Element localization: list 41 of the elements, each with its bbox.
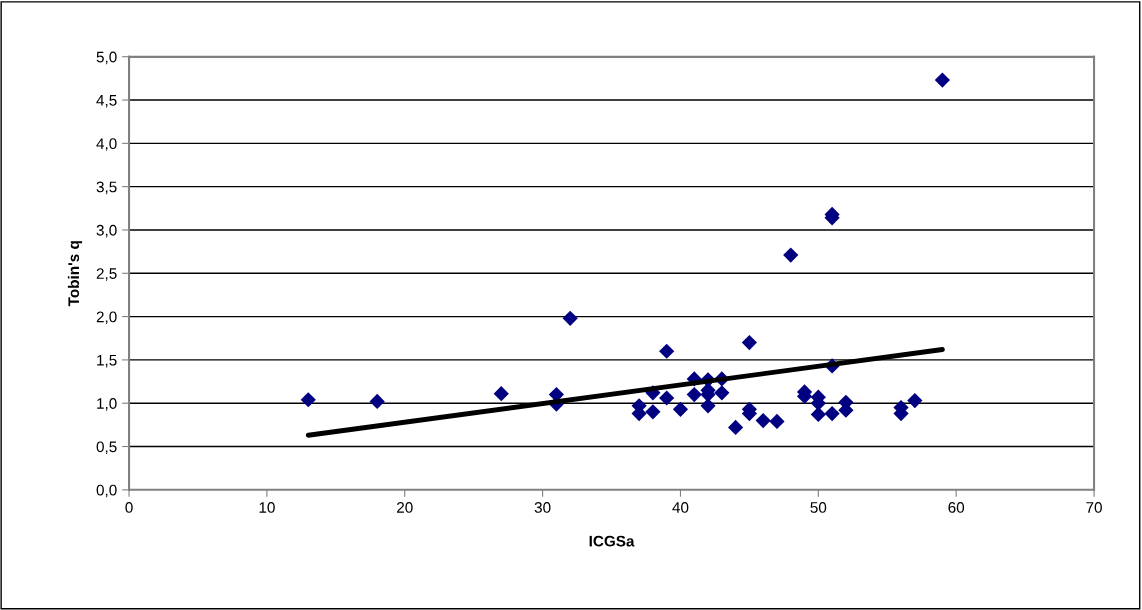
y-tick-label: 1,0 bbox=[97, 398, 117, 411]
point bbox=[645, 404, 661, 420]
point bbox=[369, 393, 385, 410]
point bbox=[741, 334, 757, 351]
x-tick-label: 30 bbox=[534, 502, 551, 513]
point bbox=[755, 412, 771, 429]
y-tick-label: 3,0 bbox=[96, 224, 117, 238]
y-tick-label: 1,5 bbox=[97, 354, 117, 368]
point bbox=[769, 413, 785, 430]
y-tick-label: 3,5 bbox=[96, 181, 117, 195]
point bbox=[810, 406, 826, 423]
x-tick-label: 50 bbox=[810, 502, 827, 513]
x-tick-label: 20 bbox=[397, 502, 413, 513]
point bbox=[783, 247, 799, 263]
x-tick-label: 70 bbox=[1086, 502, 1102, 513]
x-tick-label: 40 bbox=[672, 502, 689, 513]
x-tick-label: 0 bbox=[125, 502, 133, 513]
point bbox=[672, 401, 689, 417]
y-tick-label: 5,0 bbox=[96, 51, 117, 65]
y-tick-label: 0,5 bbox=[96, 441, 117, 455]
x-tick-label: 60 bbox=[948, 502, 965, 513]
point bbox=[728, 419, 744, 436]
x-axis-title: ICGSa bbox=[589, 535, 635, 547]
x-tick-label: 10 bbox=[259, 502, 275, 513]
point bbox=[714, 385, 730, 401]
y-tick-label: 4,5 bbox=[96, 95, 117, 108]
point bbox=[493, 386, 509, 402]
y-tick-label: 4,0 bbox=[96, 138, 117, 151]
point bbox=[300, 392, 316, 408]
point bbox=[824, 406, 840, 422]
point bbox=[700, 398, 716, 414]
point bbox=[686, 386, 702, 403]
point bbox=[659, 390, 675, 406]
y-axis-title: Tobin's q bbox=[67, 241, 83, 307]
point bbox=[907, 393, 923, 409]
y-tick-label: 2,0 bbox=[96, 311, 117, 325]
y-tick-label: 0,0 bbox=[96, 484, 117, 498]
point bbox=[659, 343, 675, 359]
point bbox=[934, 72, 950, 88]
point bbox=[562, 310, 578, 326]
y-tick-label: 2,5 bbox=[96, 268, 117, 281]
